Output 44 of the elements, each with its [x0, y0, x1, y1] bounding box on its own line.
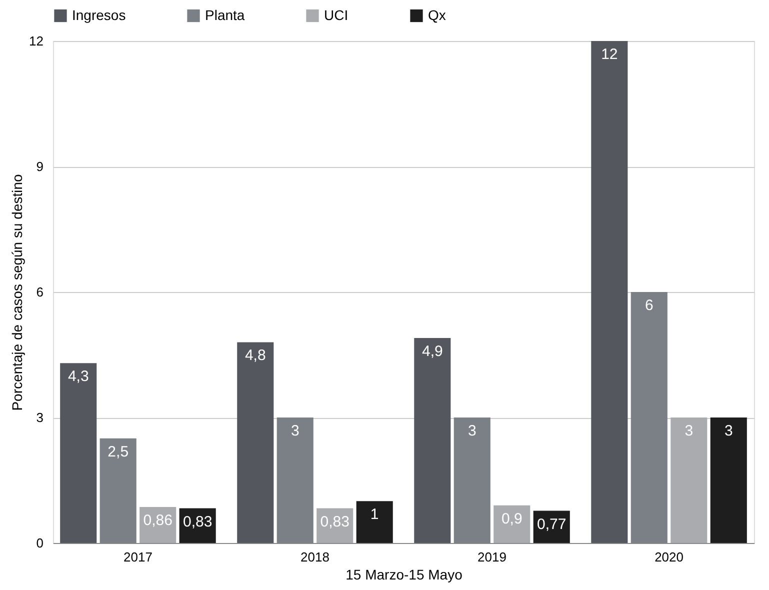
data-label: 3	[724, 422, 733, 440]
bar	[533, 510, 570, 543]
bar	[591, 41, 628, 543]
bar	[630, 292, 668, 543]
bar	[670, 418, 708, 543]
x-axis-title: 15 Marzo-15 Mayo	[346, 566, 463, 582]
data-label: 3	[684, 422, 694, 440]
bar	[414, 338, 451, 543]
y-tick-label: 12	[29, 34, 44, 48]
bar	[237, 342, 274, 543]
data-label: 3	[468, 422, 476, 440]
data-label: 0,77	[537, 516, 566, 533]
bar	[60, 363, 97, 543]
legend-label: Ingresos	[72, 6, 126, 23]
data-label: 12	[601, 46, 618, 63]
data-label: 0,9	[501, 510, 522, 528]
data-label: 4,8	[244, 347, 266, 364]
data-label: 2,5	[108, 443, 129, 460]
bar	[494, 505, 530, 543]
y-tick-label: 9	[36, 159, 44, 174]
x-tick-label: 2020	[654, 550, 684, 564]
data-label: 0,83	[320, 513, 350, 530]
bar	[454, 418, 490, 543]
data-label: 3	[290, 422, 300, 440]
bar	[276, 418, 314, 543]
data-label: 0,83	[182, 513, 212, 530]
data-label: 0,86	[143, 512, 172, 530]
legend-label: Planta	[205, 6, 245, 23]
bar	[100, 438, 136, 543]
bar	[710, 418, 747, 543]
x-tick-label: 2019	[478, 550, 506, 564]
legend-label: UCI	[324, 6, 348, 23]
y-tick-label: 3	[36, 410, 44, 425]
y-axis-title: Porcentaje de casos según su destino	[9, 174, 26, 411]
data-label: 6	[644, 297, 654, 314]
legend-label: Qx	[428, 6, 446, 23]
y-tick-label: 6	[36, 284, 44, 300]
data-label: 4,9	[422, 343, 443, 360]
data-label: 4,3	[68, 368, 89, 386]
bar	[356, 501, 393, 543]
data-label: 1	[370, 506, 379, 524]
y-tick-label: 0	[36, 536, 44, 550]
x-tick-label: 2017	[124, 550, 152, 564]
x-tick-label: 2018	[300, 550, 330, 564]
